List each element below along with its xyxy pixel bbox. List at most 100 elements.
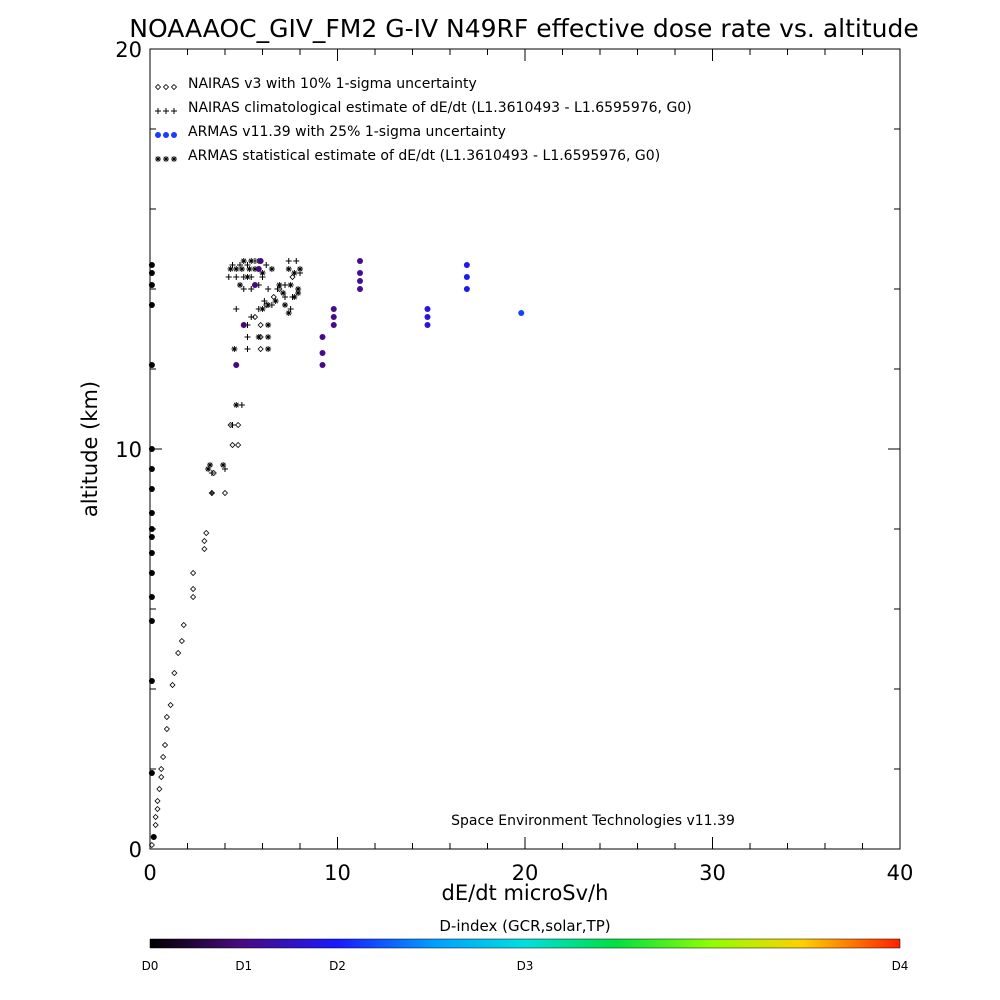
nairas-v3-point [163,713,170,721]
nairas-v3-point [148,841,155,849]
nairas-climatology-point [265,286,272,292]
armas-statistical-point [259,306,266,312]
armas-measurement-point [148,510,155,516]
axis-ticks [149,48,901,850]
nairas-climatology-point [233,274,240,280]
nairas-v3-point [190,569,197,577]
armas-statistical-point [272,298,279,304]
armas-measurement-point [171,132,177,138]
armas-measurement-point [148,570,155,576]
x-tick-label: 20 [512,861,539,885]
nairas-v3-point [163,725,170,733]
armas-measurement-point [424,314,431,320]
nairas-climatology-point [293,258,300,264]
nairas-v3-point [161,741,169,749]
nairas-v3-point [201,545,208,553]
x-axis-label: dE/dt microSv/h [442,881,609,905]
colorbar-label: D1 [235,959,252,973]
nairas-v3-point [152,821,159,829]
armas-measurement-point [463,274,470,280]
nairas-climatology-point [233,306,240,312]
legend-label: NAIRAS v3 with 10% 1-sigma uncertainty [188,76,477,92]
nairas-v3-point [158,773,165,781]
armas-statistical-point [280,290,287,296]
nairas-v3-point [257,321,264,329]
legend-marker [154,83,178,91]
armas-measurement-point [319,334,326,340]
nairas-climatology-point [240,286,247,292]
armas-measurement-point [252,282,258,288]
armas-measurement-point [357,270,363,276]
nairas-climatology-point [244,334,251,340]
legend-marker [155,156,177,162]
armas-measurement-point [148,262,155,268]
nairas-climatology-point [225,274,232,280]
armas-measurement-point [357,286,363,292]
nairas-climatology-point [263,262,270,268]
x-tick-label: 0 [143,861,156,885]
nairas-v3-point [158,765,165,773]
nairas-v3-point [229,441,236,449]
armas-measurement-point [148,282,155,288]
plot-frame [149,48,901,850]
armas-measurement-point [163,132,169,138]
x-tick-label: 30 [699,861,726,885]
armas-statistical-point [248,258,255,264]
y-axis-label: altitude (km) [78,381,102,517]
nairas-v3-point [154,83,162,91]
armas-statistical-point [265,302,272,308]
nairas-climatology-point [282,282,288,288]
armas-statistical-point [207,462,213,468]
nairas-v3-point [289,273,296,281]
nairas-v3-point [235,441,242,449]
armas-measurement-point [424,306,431,312]
y-tick-label: 10 [115,438,142,462]
nairas-v3-point [160,753,167,761]
nairas-climatology-point [171,108,177,114]
armas-measurement-point [148,526,155,532]
armas-measurement-point [330,322,337,328]
colorbar-labels: D0 D1 D2 D3 D4 [142,959,909,973]
armas-measurement-point [319,350,326,356]
armas-statistical-point [295,290,302,296]
nairas-v3-point [154,805,161,813]
armas-statistical-point [255,334,262,340]
nairas-v3-point [201,537,208,545]
armas-measurement-point [148,678,155,684]
armas-statistical-point [295,286,302,292]
nairas-v3-point [162,83,170,91]
armas-statistical-point [244,274,251,280]
nairas-climatology-point [261,298,268,304]
nairas-climatology-point [285,258,292,264]
armas-statistical-point [233,402,240,408]
nairas-climatology-point [238,402,245,408]
armas-measurement-point [148,534,155,540]
nairas-v3-point [167,701,174,709]
armas-measurement-point [148,550,155,556]
nairas-v3-point [171,669,178,677]
armas-measurement-point [150,834,157,840]
credit-text: Space Environment Technologies v11.39 [451,813,735,829]
armas-statistical-point [220,462,227,468]
nairas-climatology-point [208,470,215,476]
armas-statistical-point [246,266,253,272]
armas-measurement-point [155,132,161,138]
armas-measurement-point [463,286,470,292]
nairas-climatology-point [229,422,236,428]
x-tick-label: 40 [887,861,914,885]
nairas-v3-point [190,593,197,601]
armas-statistical-point [259,270,266,276]
nairas-v3-point [169,681,176,689]
nairas-v3-point [180,621,187,629]
armas-statistical-point [276,282,283,288]
armas-measurement-point [148,770,155,776]
armas-measurement-point [257,258,264,264]
nairas-climatology-point [248,286,255,292]
armas-measurement-point [148,486,155,492]
nairas-climatology-point [155,108,161,114]
armas-statistical-point [163,156,169,162]
axis-tick-labels: 0 10 20 30 40 0 10 20 [115,38,913,885]
colorbar-label: D3 [517,959,534,973]
nairas-v3-point [178,637,185,645]
